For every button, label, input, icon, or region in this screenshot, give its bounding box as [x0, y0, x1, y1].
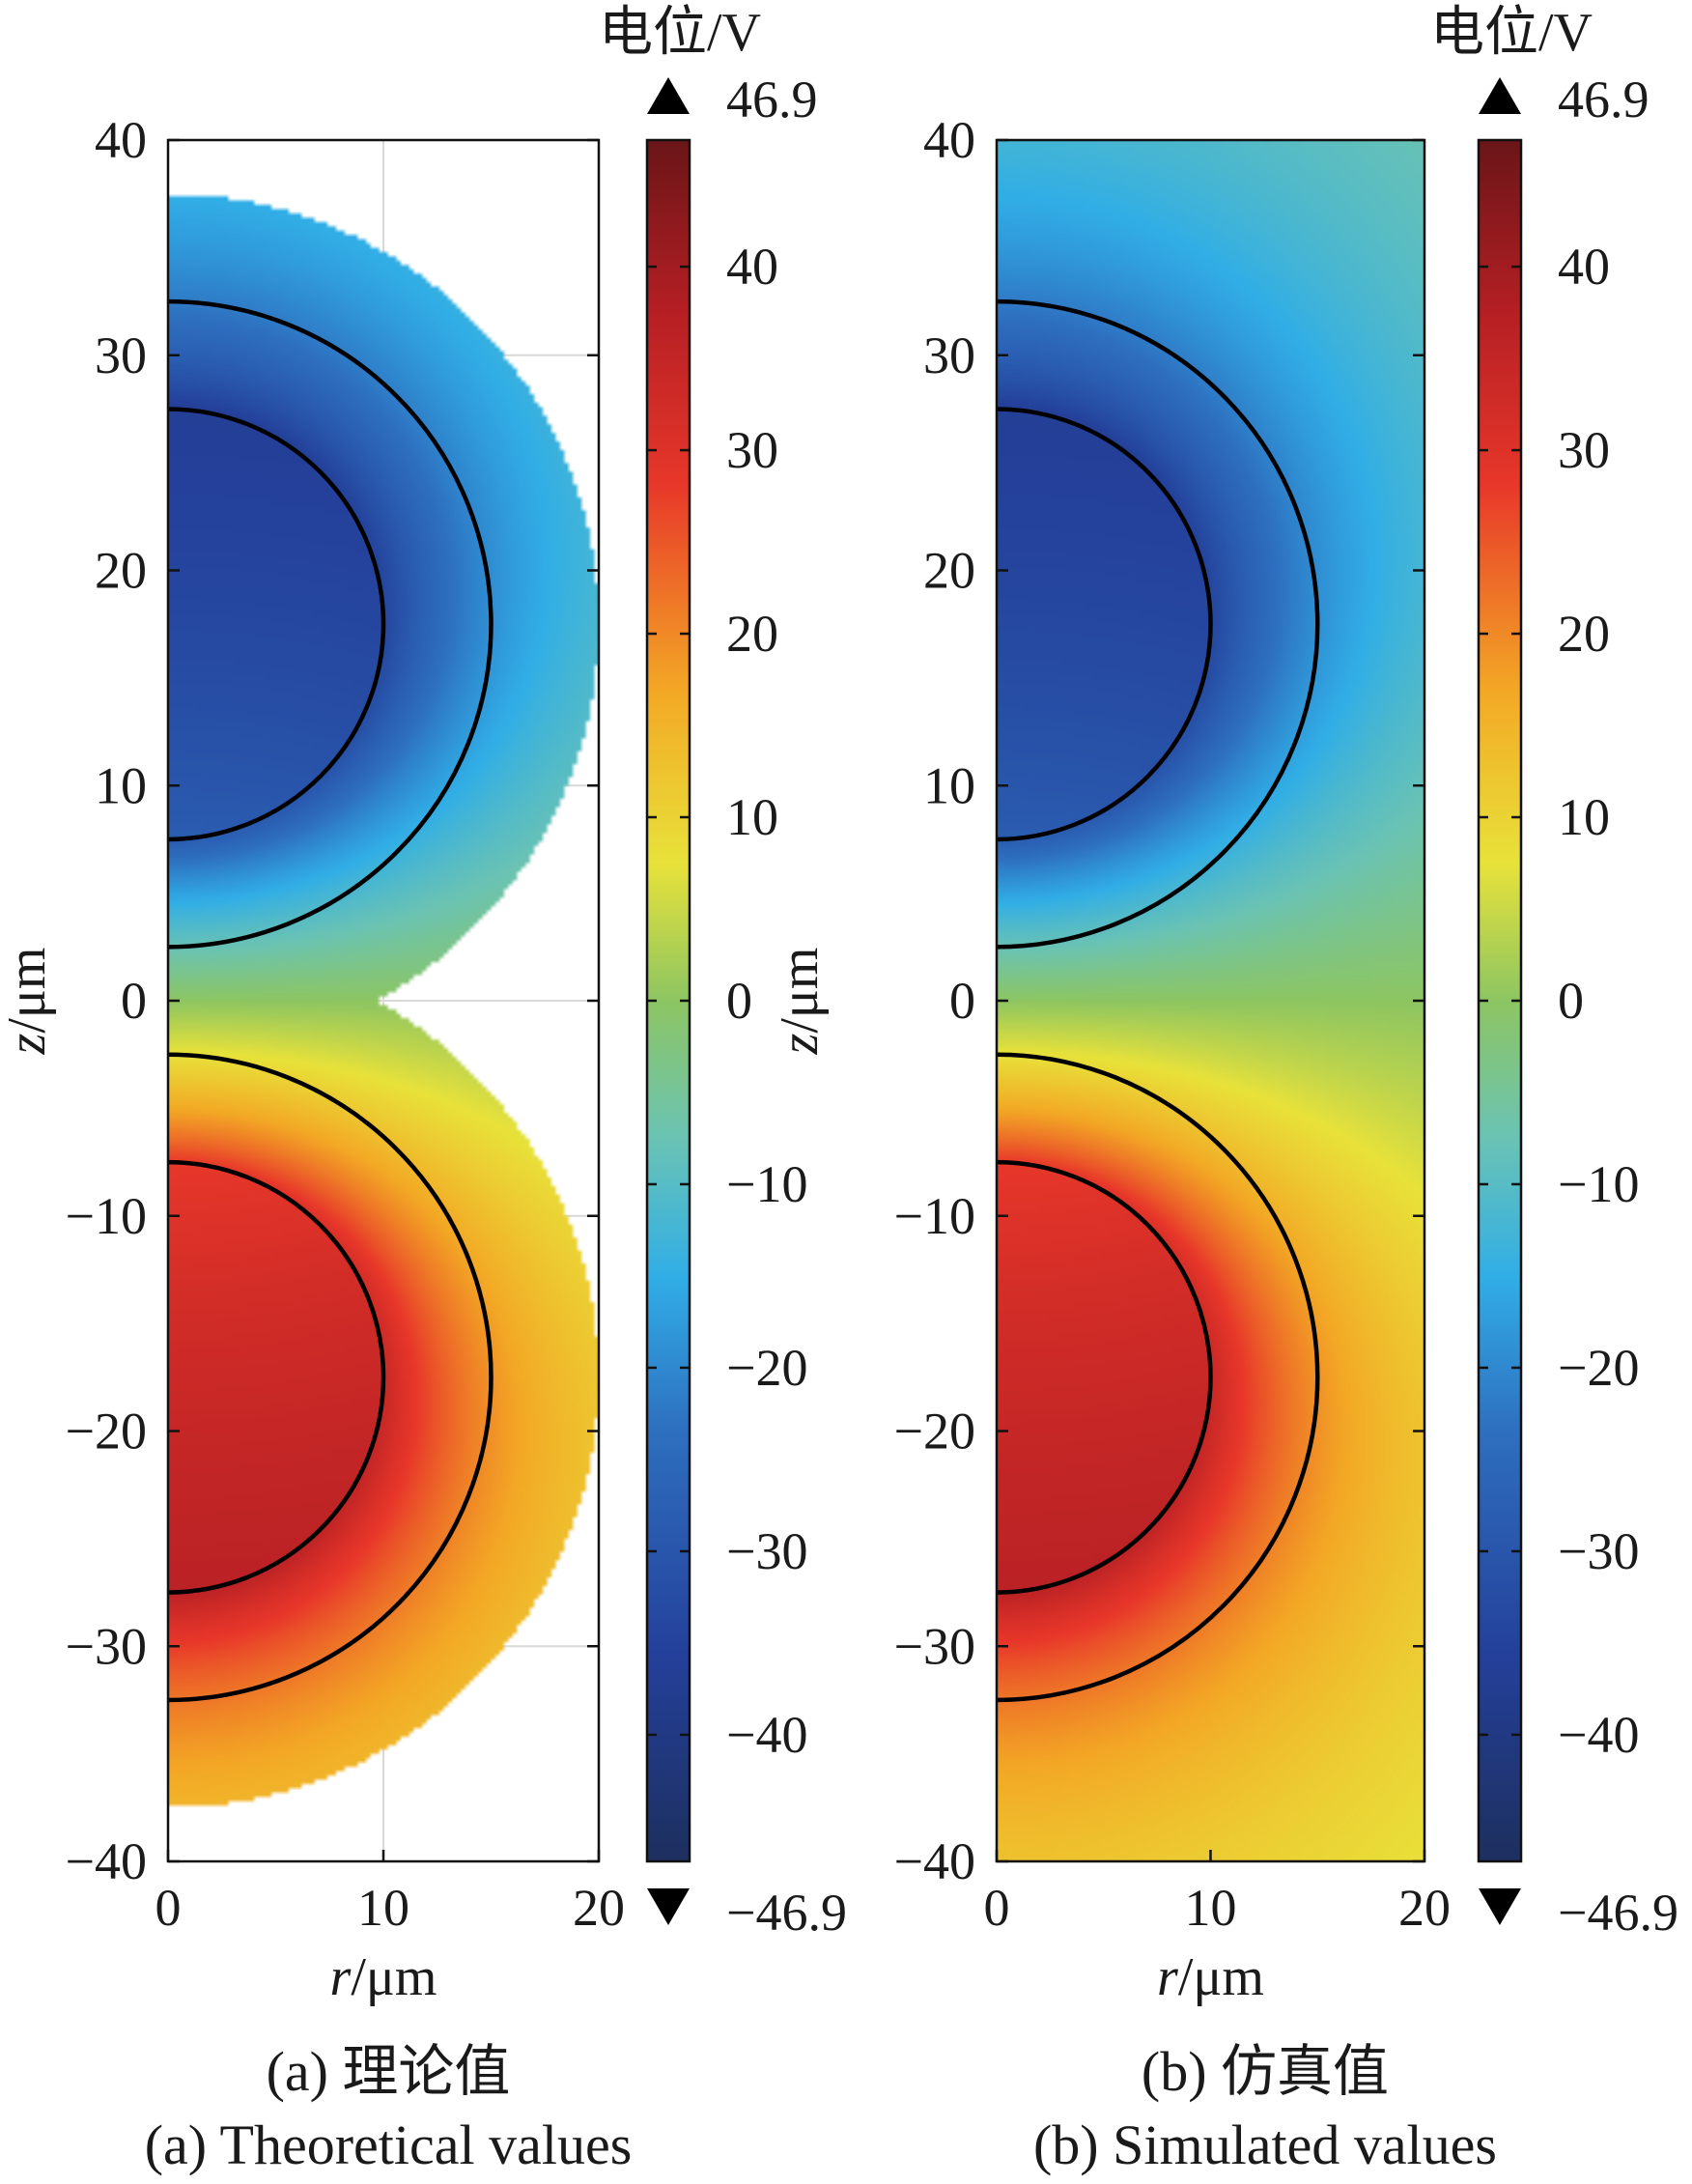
y-tick-label: 10	[923, 756, 975, 814]
y-axis-variable: z	[0, 1033, 57, 1055]
y-tick-label: −40	[894, 1832, 975, 1890]
colorbar-title: 电位/V	[1430, 3, 1593, 63]
colorbar: 40 30 20 10 0 −10 −20 −30 −40 46.9 −46.9 电位/V	[599, 3, 847, 1942]
y-tick-label: 10	[95, 756, 147, 814]
y-tick-label: 20	[95, 542, 147, 600]
colorbar: 40 30 20 10 0 −10 −20 −30 −40 46.9 −46.9 电位/V	[1430, 3, 1678, 1942]
y-axis-variable: z	[770, 1033, 830, 1055]
colorbar-tick-label: −20	[1558, 1339, 1639, 1397]
contour-circle-1	[167, 298, 494, 950]
y-axis-label: z/μm	[0, 948, 57, 1056]
colorbar-max-triangle-icon	[647, 77, 690, 114]
colorbar-tick-label: −30	[1558, 1522, 1639, 1580]
x-axis-unit: /μm	[1178, 1947, 1264, 2007]
colorbar-tick-label: 0	[726, 972, 752, 1030]
y-axis-label: z/μm	[770, 948, 830, 1056]
colorbar-title: 电位/V	[599, 3, 761, 63]
y-axis-unit: /μm	[770, 948, 830, 1034]
contour-circle-3	[167, 1052, 494, 1703]
contour-circle-0	[167, 407, 386, 842]
colorbar-tick-label: 10	[1558, 788, 1610, 846]
y-tick-label: 30	[95, 326, 147, 384]
contour-circle-2	[167, 1159, 386, 1595]
y-tick-label: −20	[894, 1403, 975, 1461]
colorbar-min-label: −46.9	[1558, 1884, 1678, 1942]
x-axis-label: r/μm	[330, 1947, 437, 2007]
caption-en: (b) Simulated values	[1033, 2113, 1497, 2176]
y-axis-unit: /μm	[0, 948, 57, 1034]
x-axis-label: r/μm	[1157, 1947, 1264, 2007]
y-tick-label: −30	[894, 1617, 975, 1675]
x-axis-variable: r	[1157, 1947, 1178, 2007]
caption-zh: (a) 理论值	[267, 2040, 511, 2103]
colorbar-tick-label: −20	[726, 1339, 807, 1397]
potential-field	[997, 140, 1424, 1861]
y-tick-label: −30	[66, 1617, 147, 1675]
y-tick-label: 40	[923, 111, 975, 169]
x-axis-variable: r	[330, 1947, 352, 2007]
contour-circle-3	[996, 1052, 1320, 1703]
x-tick-label: 20	[1398, 1879, 1451, 1937]
contour-circle-2	[996, 1159, 1213, 1595]
colorbar-max-label: 46.9	[726, 71, 818, 128]
y-tick-label: 0	[121, 972, 147, 1030]
x-tick-label: 0	[984, 1879, 1010, 1937]
y-tick-label: 20	[923, 542, 975, 600]
colorbar-min-triangle-icon	[1479, 1888, 1521, 1925]
contour-circle-1	[996, 298, 1320, 950]
x-tick-label: 10	[357, 1879, 409, 1937]
colorbar-max-triangle-icon	[1479, 77, 1521, 114]
colorbar-tick-label: −10	[1558, 1155, 1639, 1213]
potential-field	[168, 140, 599, 1861]
y-tick-label: 0	[949, 972, 975, 1030]
colorbar-tick-label: −40	[1558, 1706, 1639, 1764]
colorbar-tick-label: 30	[726, 421, 778, 479]
colorbar-min-triangle-icon	[647, 1888, 690, 1925]
y-tick-label: −20	[66, 1403, 147, 1461]
contour-circle-0	[996, 407, 1213, 842]
x-tick-label: 20	[573, 1879, 625, 1937]
y-tick-label: −10	[894, 1187, 975, 1245]
y-tick-label: 40	[95, 111, 147, 169]
colorbar-tick-label: 30	[1558, 421, 1610, 479]
colorbar-tick-label: 20	[726, 605, 778, 663]
caption-zh: (b) 仿真值	[1142, 2040, 1389, 2103]
colorbar-min-label: −46.9	[726, 1884, 847, 1942]
y-tick-label: −10	[66, 1187, 147, 1245]
x-tick-label: 10	[1185, 1879, 1237, 1937]
colorbar-tick-label: 20	[1558, 605, 1610, 663]
colorbar-tick-label: 10	[726, 788, 778, 846]
caption-en: (a) Theoretical values	[145, 2113, 633, 2176]
colorbar-tick-label: −30	[726, 1522, 807, 1580]
colorbar-tick-label: 40	[1558, 238, 1610, 296]
x-tick-label: 0	[155, 1879, 182, 1937]
colorbar-tick-label: −40	[726, 1706, 807, 1764]
y-tick-label: 30	[923, 326, 975, 384]
x-axis-unit: /μm	[351, 1947, 437, 2007]
colorbar-tick-label: 0	[1558, 972, 1584, 1030]
colorbar-tick-label: 40	[726, 238, 778, 296]
colorbar-max-label: 46.9	[1558, 71, 1650, 128]
colorbar-tick-label: −10	[726, 1155, 807, 1213]
y-tick-label: −40	[66, 1832, 147, 1890]
